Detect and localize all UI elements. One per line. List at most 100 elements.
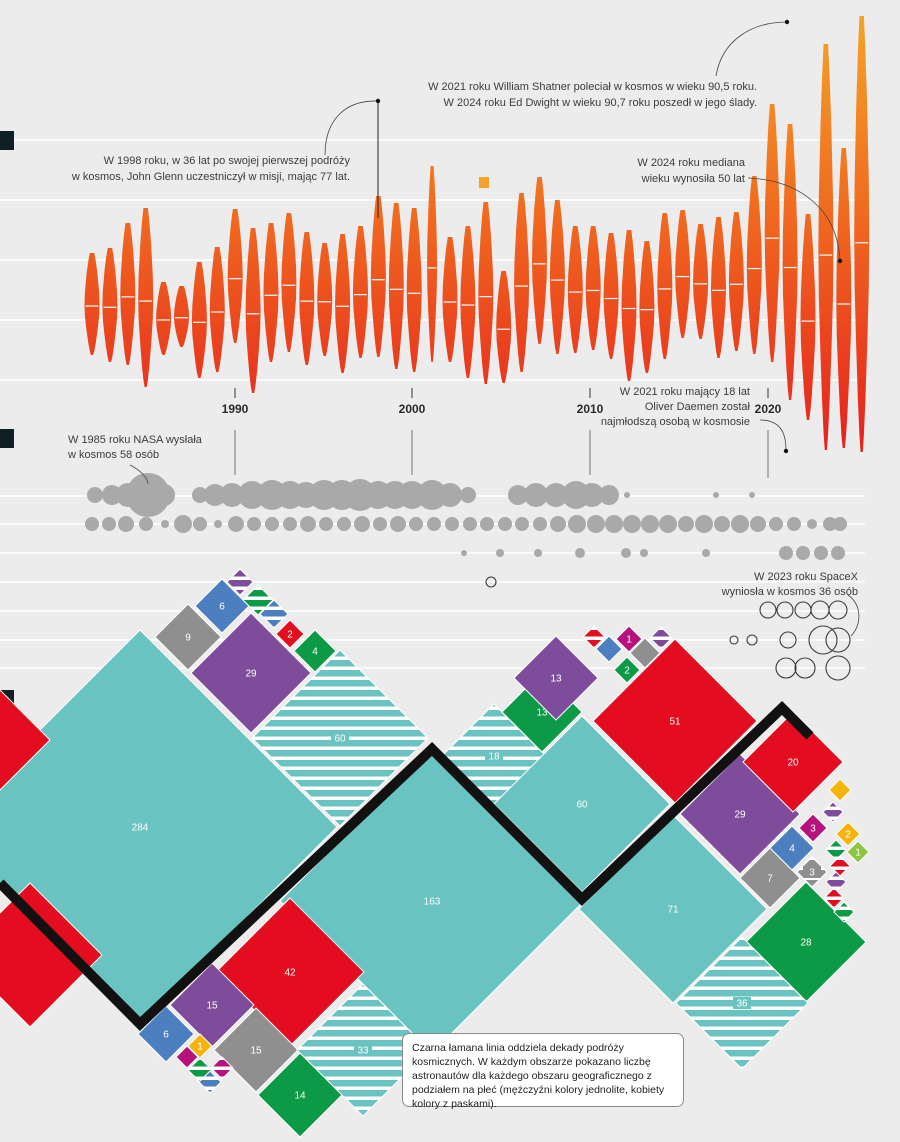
diamond-label: 4 — [312, 647, 318, 658]
bubble-outline — [759, 601, 777, 619]
annotation-text: W 2024 roku mediana — [637, 157, 745, 169]
bubble — [779, 546, 793, 560]
bubble — [337, 517, 351, 531]
year-label: 2000 — [399, 402, 426, 416]
diamond-men — [592, 638, 758, 804]
callout-dot — [837, 258, 843, 264]
diamond-label: 33 — [357, 1046, 369, 1057]
diamond-label: 13 — [536, 708, 548, 719]
bubble-outline — [776, 601, 794, 619]
callout-dot — [375, 98, 381, 104]
diamond-label-bg — [354, 1044, 372, 1056]
diamond-women — [822, 801, 844, 823]
violin — [84, 253, 100, 355]
bubble — [118, 516, 134, 532]
callout-dot — [783, 448, 789, 454]
bubble — [814, 546, 828, 560]
diamond-label: 42 — [284, 968, 296, 979]
diamond-label: 1 — [626, 635, 632, 646]
bubble-outline — [775, 657, 797, 679]
bubble — [823, 517, 837, 531]
diamond-men — [629, 637, 661, 669]
bubble — [702, 549, 710, 557]
diamond-label: 20 — [787, 758, 799, 769]
diamond-label: 1 — [197, 1042, 203, 1053]
annotation-text: Oliver Daemen został — [645, 401, 751, 413]
violin — [567, 226, 583, 353]
callout — [715, 21, 788, 77]
violin — [388, 203, 404, 369]
bubble — [833, 517, 847, 531]
violin — [120, 223, 136, 365]
bubble — [193, 517, 207, 531]
violin — [800, 214, 816, 420]
bubble — [139, 517, 153, 531]
bubble — [605, 515, 623, 533]
bubble — [161, 520, 169, 528]
violin — [585, 226, 601, 350]
diamond-label: 7 — [767, 874, 773, 885]
bubble — [265, 517, 279, 531]
violin — [263, 223, 279, 362]
diamond-label: 28 — [800, 938, 812, 949]
diamond-label: 2 — [624, 666, 630, 677]
violin — [478, 202, 494, 384]
annotation-text: W 2024 roku Ed Dwight w wieku 90,7 roku … — [444, 97, 757, 109]
bubble-outline — [746, 634, 758, 646]
diamond-label: 18 — [488, 752, 500, 763]
bubble — [515, 517, 529, 531]
bubble — [438, 483, 462, 507]
diamond-men — [513, 635, 599, 721]
bubble — [568, 515, 586, 533]
violin — [335, 234, 351, 373]
bubble — [126, 473, 170, 517]
legend-text: Czarna łamana linia oddziela dekady podr… — [412, 1042, 665, 1110]
age-violins — [84, 16, 870, 452]
diamond-men — [798, 813, 828, 843]
annotation-text: w kosmos 58 osób — [67, 449, 159, 461]
diamond-label: 15 — [250, 1046, 262, 1057]
bubble — [714, 516, 730, 532]
diamond-women — [825, 871, 847, 893]
bubble — [580, 483, 604, 507]
bubble — [533, 517, 547, 531]
violin — [209, 247, 225, 372]
bubble-outline — [825, 655, 851, 681]
diamond-men — [835, 821, 861, 847]
violin — [854, 16, 870, 452]
bubble-outline — [729, 635, 739, 645]
diamond-men — [213, 1007, 299, 1093]
diamond-women — [226, 568, 254, 596]
bubble — [695, 515, 713, 533]
bubble — [787, 517, 801, 531]
diamond-women — [825, 839, 847, 861]
section-marker — [0, 429, 14, 448]
bubble — [102, 517, 116, 531]
violin — [549, 200, 565, 354]
bubble — [831, 546, 845, 560]
diamond-label: 29 — [245, 669, 257, 680]
violin — [460, 226, 476, 378]
violin — [764, 104, 780, 362]
callout — [747, 177, 841, 262]
diamond-men — [190, 612, 312, 734]
bubble — [319, 517, 333, 531]
legend-box: Czarna łamana linia oddziela dekady podr… — [402, 1033, 684, 1110]
diamond-label: 36 — [736, 999, 748, 1010]
diamond-label: 71 — [667, 905, 679, 916]
diamond-label-bg — [331, 732, 349, 744]
section-markers — [0, 131, 14, 724]
annotation-text: W 2021 roku William Shatner poleciał w k… — [428, 81, 757, 93]
diamond-men — [0, 689, 51, 791]
bubble — [174, 515, 192, 533]
year-label: 2010 — [577, 402, 604, 416]
diamond-men — [615, 625, 643, 653]
diamond-men — [828, 778, 852, 802]
diamond-label: 284 — [132, 823, 149, 834]
bubble — [498, 517, 512, 531]
violin — [174, 286, 189, 347]
bubble — [621, 548, 631, 558]
bubble — [599, 485, 619, 505]
decade-divider-line — [0, 701, 814, 1031]
